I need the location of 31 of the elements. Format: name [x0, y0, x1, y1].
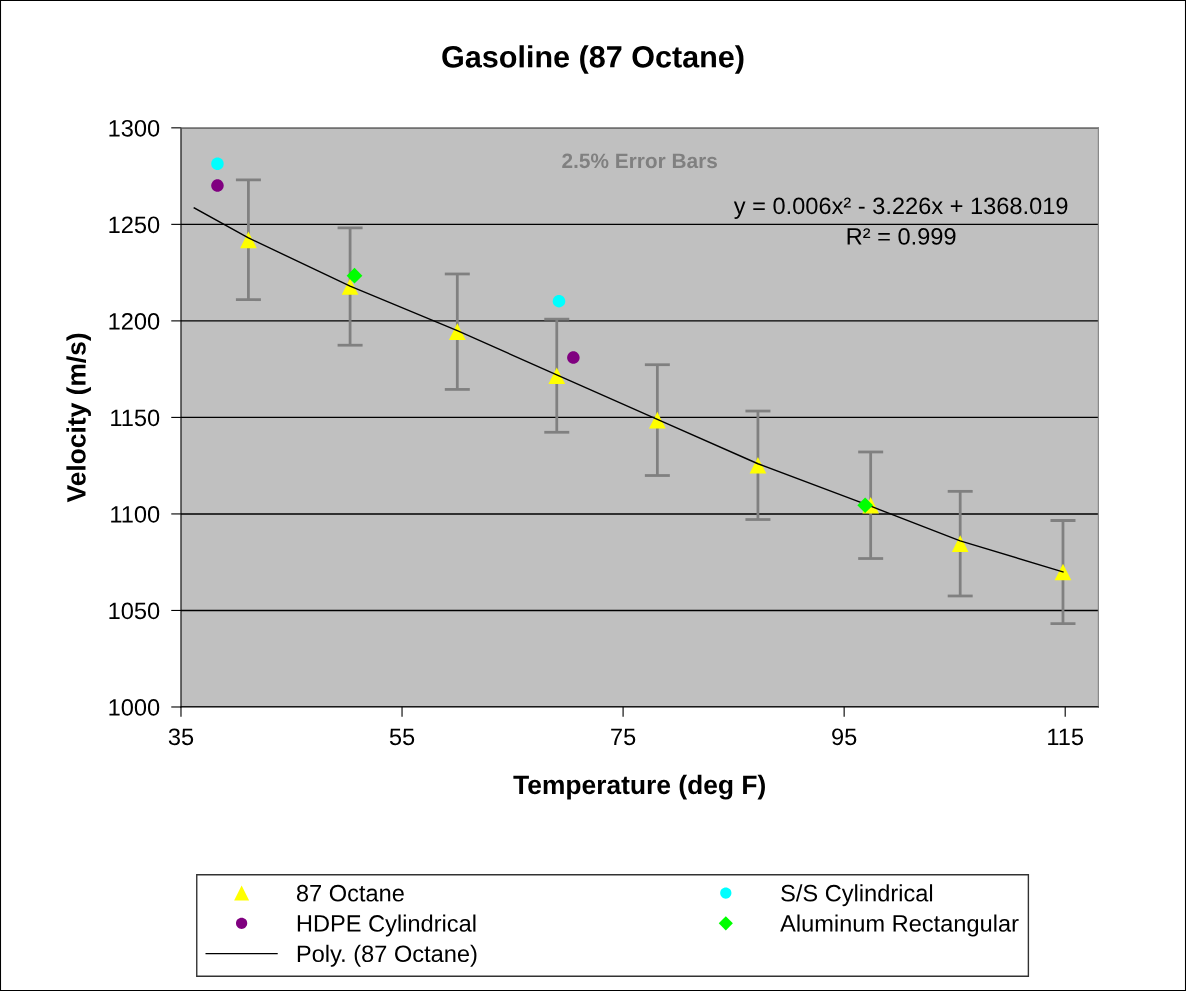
point: [211, 157, 224, 170]
point: [240, 231, 257, 249]
legend-label: Poly. (87 Octane): [297, 944, 477, 967]
x-tick-label: 35: [168, 728, 194, 746]
y-tick-label: 1050: [109, 602, 160, 620]
x-tick-label: 55: [389, 728, 415, 746]
point: [552, 294, 566, 308]
annotation: y = 0.006x² - 3.226x + 1368.019 R² = 0.999: [733, 197, 1068, 245]
x-tick-label: 95: [832, 728, 857, 746]
legend-label: HDPE Cylindrical: [297, 914, 476, 937]
y-tick-label: 1100: [111, 506, 160, 523]
y-tick-label: 1300: [109, 119, 160, 137]
chart-title: Gasoline (87 Octane): [442, 45, 744, 74]
point: [567, 351, 580, 364]
y-tick-label: 1000: [109, 699, 160, 716]
x-tick-label: 75: [611, 728, 636, 746]
x-tick-label: 115: [1048, 728, 1084, 746]
legend-label: 87 Octane: [296, 884, 404, 902]
point: [951, 535, 969, 552]
y-tick-label: 1200: [109, 312, 160, 330]
point: [749, 456, 767, 474]
y-tick-label: 1150: [111, 409, 160, 427]
legend-label: Aluminum Rectangular: [780, 914, 1019, 937]
y-tick-label: 1250: [109, 216, 160, 234]
y-axis-title: Velocity (m/s): [66, 333, 91, 503]
annotation: 2.5% Error Bars: [562, 153, 717, 169]
legend-label: S/S Cylindrical: [781, 884, 933, 907]
point: [211, 179, 224, 192]
point: [346, 267, 363, 284]
point: [857, 497, 873, 514]
x-axis-title: Temperature (deg F): [513, 774, 765, 800]
